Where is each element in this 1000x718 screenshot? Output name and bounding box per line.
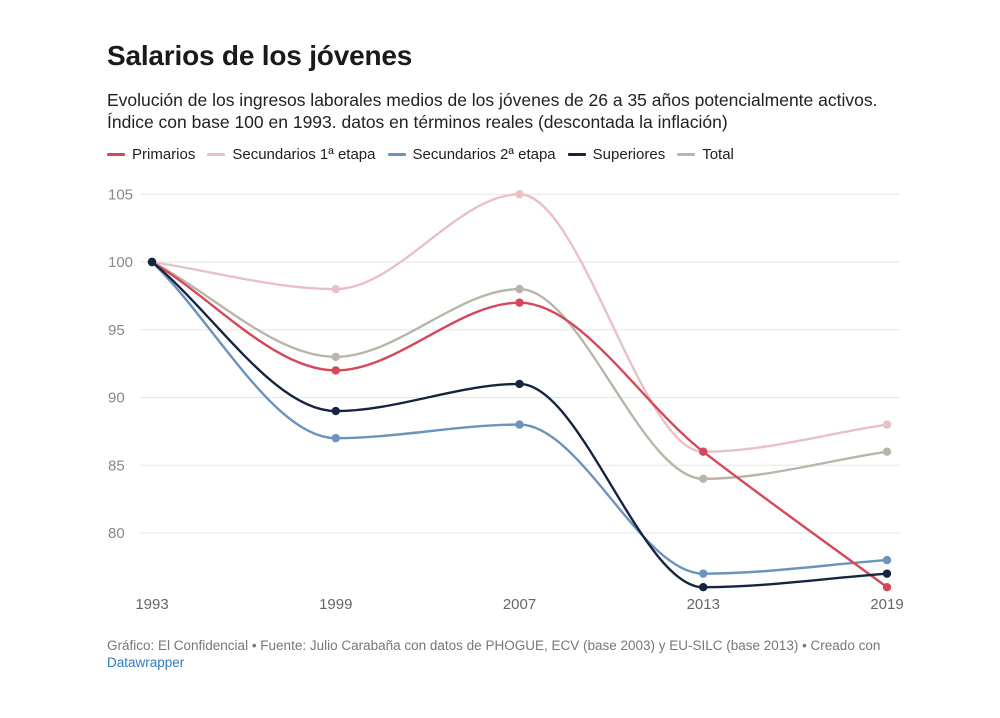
legend-label: Primarios <box>132 146 196 163</box>
data-point-superiores-2007 <box>515 379 524 389</box>
x-tick-label-2019: 2019 <box>870 596 903 613</box>
y-tick-label-105: 105 <box>108 186 133 203</box>
y-tick-label-85: 85 <box>108 457 125 474</box>
legend-swatch <box>387 153 406 156</box>
data-point-secundarios-2-etapa-2019 <box>882 555 892 565</box>
legend-label: Secundarios 2ª etapa <box>412 146 556 163</box>
series-line-total <box>150 260 889 481</box>
y-tick-label-90: 90 <box>108 390 125 407</box>
chart-footer: Gráfico: El Confidencial • Fuente: Julio… <box>107 637 897 671</box>
data-point-secundarios-2-etapa-2007 <box>515 420 524 429</box>
legend-item-secundarios-2-etapa: Secundarios 2ª etapa <box>387 146 556 163</box>
data-point-primarios-2019 <box>882 583 892 592</box>
footer-credits: Gráfico: El Confidencial • Fuente: Julio… <box>107 638 881 653</box>
data-point-secundarios-2-etapa-2013 <box>699 569 708 578</box>
chart-subtitle: Evolución de los ingresos laborales medi… <box>107 89 907 133</box>
data-point-superiores-1999 <box>331 406 340 416</box>
legend-swatch <box>107 153 125 156</box>
data-point-superiores-2013 <box>699 583 708 592</box>
data-point-total-2019 <box>882 447 892 456</box>
x-tick-label-2007: 2007 <box>503 596 536 613</box>
x-tick-label-2013: 2013 <box>687 596 720 613</box>
data-point-secundarios-2-etapa-1999 <box>331 433 340 443</box>
legend-item-secundarios-1-etapa: Secundarios 1ª etapa <box>207 146 376 163</box>
data-point-secundarios-1-etapa-2019 <box>882 420 892 429</box>
data-point-superiores-1993 <box>147 257 157 267</box>
chart-legend: Primarios Secundarios 1ª etapa Secundarios… <box>107 146 746 163</box>
y-tick-label-80: 80 <box>108 525 125 542</box>
series-line-secundarios-1-etapa <box>150 193 889 453</box>
legend-swatch <box>677 153 696 156</box>
legend-label: Total <box>702 146 734 163</box>
legend-item-primarios: Primarios <box>107 146 195 163</box>
x-tick-label-1999: 1999 <box>319 596 352 613</box>
data-point-total-1999 <box>331 352 340 362</box>
legend-item-superiores: Superiores <box>567 146 666 163</box>
chart-title: Salarios de los jóvenes <box>107 40 413 71</box>
data-point-primarios-1999 <box>331 366 340 375</box>
data-point-superiores-2019 <box>882 569 892 578</box>
legend-label: Superiores <box>592 146 666 163</box>
data-point-total-2007 <box>515 284 524 294</box>
legend-label: Secundarios 1ª etapa <box>232 146 376 163</box>
data-point-primarios-2013 <box>699 447 708 456</box>
data-point-secundarios-1-etapa-2007 <box>515 190 524 199</box>
legend-swatch <box>567 153 586 156</box>
data-point-total-2013 <box>699 474 708 483</box>
series-line-secundarios-2-etapa <box>150 260 889 575</box>
legend-swatch <box>207 153 226 156</box>
data-point-primarios-2007 <box>515 298 524 307</box>
datawrapper-link[interactable]: Datawrapper <box>107 655 185 670</box>
x-tick-label-1993: 1993 <box>135 596 168 613</box>
subtitle-line-1: Evolución de los ingresos laborales medi… <box>107 90 878 110</box>
y-tick-label-100: 100 <box>108 254 133 271</box>
subtitle-line-2: Índice con base 100 en 1993. datos en té… <box>107 112 728 132</box>
legend-item-total: Total <box>677 146 734 163</box>
data-point-secundarios-1-etapa-1999 <box>331 284 340 294</box>
y-tick-label-95: 95 <box>108 322 125 339</box>
